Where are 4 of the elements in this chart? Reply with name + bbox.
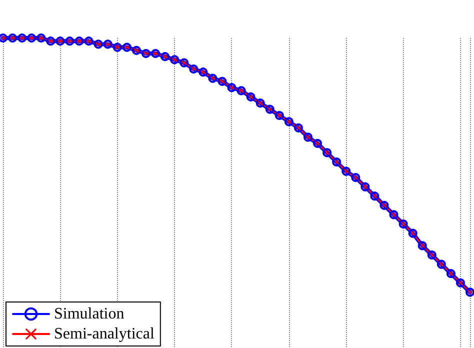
point bbox=[150, 49, 160, 58]
point bbox=[313, 138, 322, 148]
legend-label: Semi-analytical bbox=[54, 326, 155, 342]
legend-label: Simulation bbox=[54, 306, 124, 322]
